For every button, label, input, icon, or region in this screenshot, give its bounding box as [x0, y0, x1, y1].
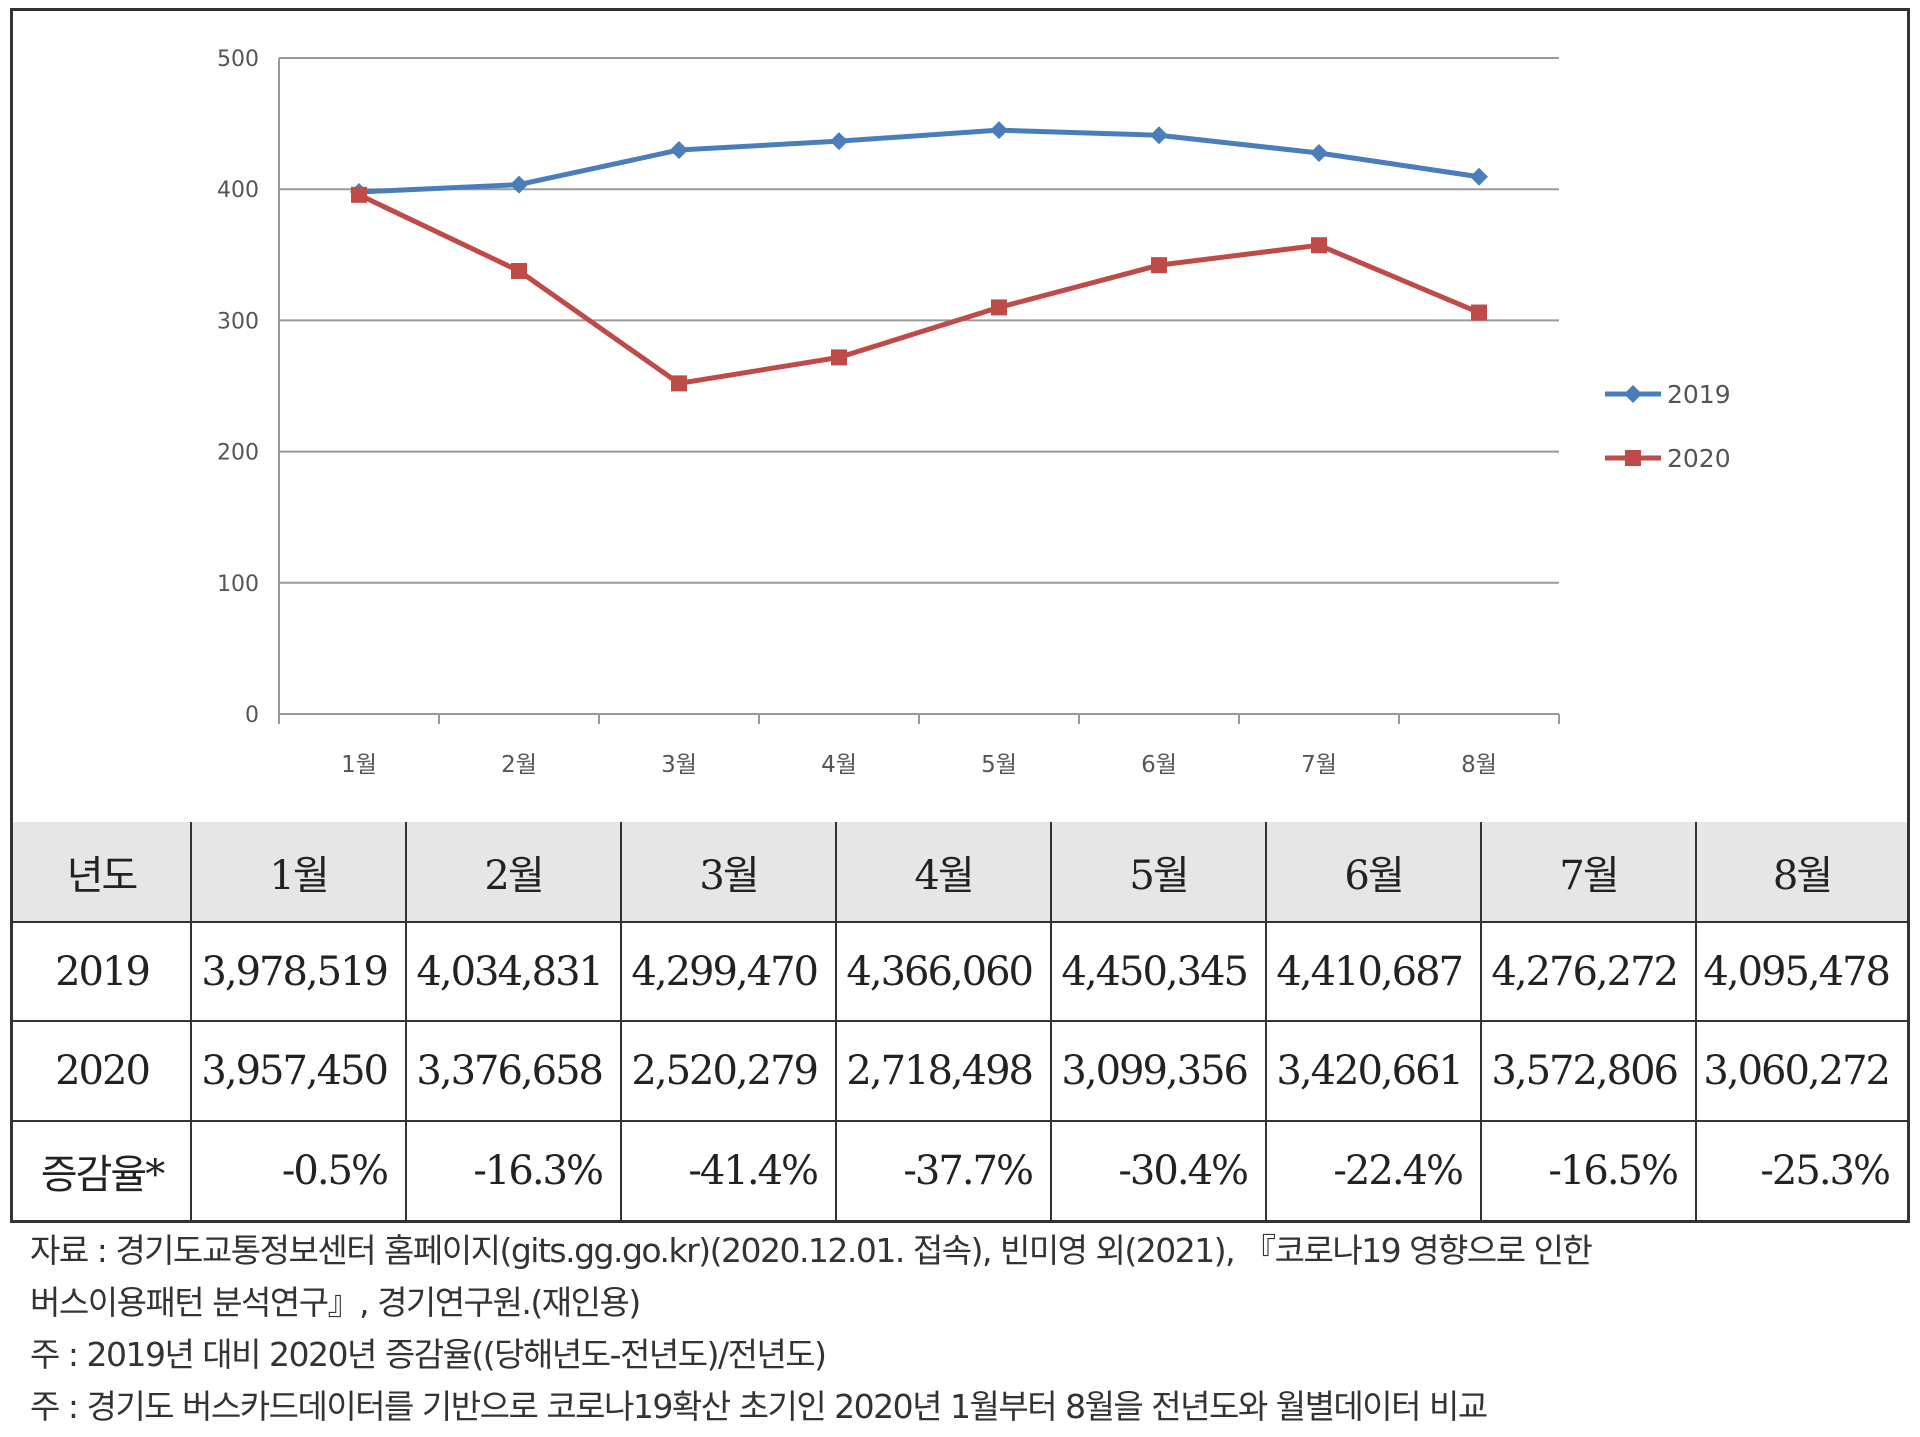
x-tick-label: 7월: [1301, 752, 1337, 778]
table-cell: 4,299,470: [620, 920, 837, 1023]
header-cell: 4월: [835, 822, 1052, 923]
header-cell: 1월: [190, 822, 407, 923]
legend-marker-2020: [1625, 450, 1641, 466]
table-cell: 3,376,658: [405, 1020, 622, 1122]
note-line: 자료 : 경기도교통정보센터 홈페이지(gits.gg.go.kr)(2020.…: [30, 1231, 1593, 1270]
data-table: 년도 1월 2월 3월 4월 5월 6월 7월 8월 2019 3,978,51…: [13, 822, 1907, 1220]
line-chart: 0 100 200 300 400 500 1월 2월 3월 4월 5월 6월 7월 8월 2019 2020: [217, 47, 1731, 778]
table-cell: -37.7%: [835, 1119, 1052, 1220]
table-cell: -16.5%: [1480, 1119, 1697, 1220]
table-cell: 3,060,272: [1695, 1020, 1907, 1122]
figure-frame: 0 100 200 300 400 500 1월 2월 3월 4월 5월 6월 7월 8월 2019 2020…: [10, 8, 1910, 1223]
table-cell: 3,957,450: [190, 1020, 407, 1122]
table-cell: -0.5%: [190, 1119, 407, 1220]
header-cell: 2월: [405, 822, 622, 923]
table-cell: 4,366,060: [835, 920, 1052, 1023]
series-line-2020: [357, 192, 1480, 386]
table-cell: 4,034,831: [405, 920, 622, 1023]
table-cell: -25.3%: [1695, 1119, 1907, 1220]
table-cell: 2,520,279: [620, 1020, 837, 1122]
source-notes: 자료 : 경기도교통정보센터 홈페이지(gits.gg.go.kr)(2020.…: [30, 1225, 1910, 1433]
x-tick-label: 3월: [661, 752, 697, 778]
table-cell: -16.3%: [405, 1119, 622, 1220]
data-point-2020: [351, 186, 367, 203]
note-line: 주 : 경기도 버스카드데이터를 기반으로 코로나19확산 초기인 2020년 …: [30, 1387, 1488, 1426]
x-tick-label: 8월: [1461, 752, 1497, 778]
table-cell: 4,410,687: [1265, 920, 1482, 1023]
data-point-2020: [1311, 237, 1327, 254]
legend-label: 2019: [1667, 380, 1731, 409]
table-cell: 3,572,806: [1480, 1020, 1697, 1122]
data-point-2019: [1470, 167, 1488, 186]
header-cell: 6월: [1265, 822, 1482, 923]
data-point-2020: [831, 349, 847, 366]
table-cell: 2,718,498: [835, 1020, 1052, 1122]
header-cell: 5월: [1050, 822, 1267, 923]
data-point-2020: [511, 262, 527, 279]
header-cell: 7월: [1480, 822, 1697, 923]
x-tick-label: 6월: [1141, 752, 1177, 778]
y-tick-label: 200: [217, 441, 259, 466]
header-cell: 3월: [620, 822, 837, 923]
header-cell: 년도: [13, 822, 192, 923]
table-cell: 4,450,345: [1050, 920, 1267, 1023]
data-point-2019: [830, 132, 848, 151]
table-cell: 3,978,519: [190, 920, 407, 1023]
header-cell: 8월: [1695, 822, 1907, 923]
data-point-2019: [1310, 143, 1328, 162]
x-tick-label: 2월: [501, 752, 537, 778]
table-cell: -41.4%: [620, 1119, 837, 1220]
table-cell: 3,420,661: [1265, 1020, 1482, 1122]
row-label: 증감율*: [13, 1119, 192, 1220]
y-tick-label: 100: [217, 572, 259, 597]
data-point-2020: [671, 375, 687, 392]
table-cell: 3,099,356: [1050, 1020, 1267, 1122]
legend-label: 2020: [1667, 444, 1731, 473]
y-tick-label: 300: [217, 309, 259, 334]
y-tick-label: 0: [245, 703, 259, 728]
y-tick-label: 400: [217, 178, 259, 203]
note-line: 주 : 2019년 대비 2020년 증감율((당해년도-전년도)/전년도): [30, 1335, 827, 1374]
legend-marker-2019: [1624, 385, 1642, 403]
table-cell: -30.4%: [1050, 1119, 1267, 1220]
row-label: 2020: [13, 1020, 192, 1122]
x-tick-label: 1월: [341, 752, 377, 778]
data-point-2020: [1471, 304, 1487, 321]
table-header-row: 년도 1월 2월 3월 4월 5월 6월 7월 8월: [13, 822, 1907, 923]
row-label: 2019: [13, 920, 192, 1023]
data-point-2019: [510, 175, 528, 194]
data-point-2019: [1150, 126, 1168, 145]
table-row: 2020 3,957,450 3,376,658 2,520,279 2,718…: [13, 1020, 1907, 1122]
table-row: 증감율* -0.5% -16.3% -41.4% -37.7% -30.4% -…: [13, 1119, 1907, 1220]
table-cell: 4,095,478: [1695, 920, 1907, 1023]
note-line: 버스이용패턴 분석연구』, 경기연구원.(재인용): [30, 1283, 641, 1322]
data-point-2019: [990, 121, 1008, 140]
data-point-2020: [991, 299, 1007, 316]
series-line-2019: [358, 127, 1480, 195]
table-cell: -22.4%: [1265, 1119, 1482, 1220]
y-tick-label: 500: [217, 47, 259, 72]
data-point-2020: [1151, 257, 1167, 274]
x-tick-label: 5월: [981, 752, 1017, 778]
data-point-2019: [670, 140, 688, 159]
table-cell: 4,276,272: [1480, 920, 1697, 1023]
x-tick-label: 4월: [821, 752, 857, 778]
table-row: 2019 3,978,519 4,034,831 4,299,470 4,366…: [13, 920, 1907, 1023]
